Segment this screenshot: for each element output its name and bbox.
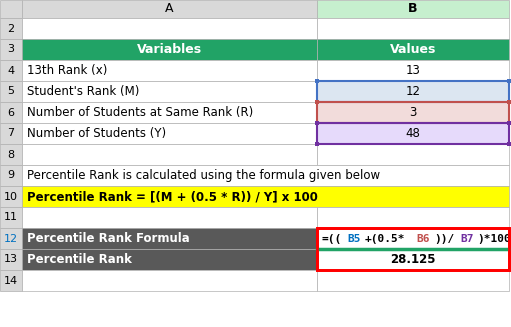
Bar	[0, 228, 22, 249]
Text: 2: 2	[8, 24, 14, 33]
Bar	[22, 144, 317, 165]
Bar	[317, 123, 509, 144]
Text: B6: B6	[417, 233, 430, 244]
Bar	[317, 228, 509, 270]
Bar	[22, 228, 317, 249]
Text: )*100: )*100	[478, 233, 511, 244]
Text: 5: 5	[8, 87, 14, 96]
Text: 10: 10	[4, 192, 18, 201]
Bar	[0, 39, 22, 60]
Bar	[22, 102, 317, 123]
Bar	[315, 121, 319, 125]
Bar	[22, 60, 317, 81]
Bar	[317, 123, 509, 144]
Text: 48: 48	[406, 127, 421, 140]
Bar	[317, 18, 509, 39]
Bar	[22, 165, 509, 186]
Text: B: B	[408, 3, 418, 15]
Text: 13: 13	[406, 64, 421, 77]
Bar	[0, 207, 22, 228]
Text: +(0.5*: +(0.5*	[364, 233, 405, 244]
Bar	[22, 249, 317, 270]
Text: 11: 11	[4, 213, 18, 222]
Bar	[22, 207, 317, 228]
Text: Percentile Rank Formula: Percentile Rank Formula	[27, 232, 190, 245]
Text: 6: 6	[8, 108, 14, 117]
Bar	[507, 121, 511, 125]
Text: Percentile Rank: Percentile Rank	[27, 253, 132, 266]
Text: Student's Rank (M): Student's Rank (M)	[27, 85, 140, 98]
Bar	[0, 186, 22, 207]
Text: 12: 12	[4, 233, 18, 244]
Bar	[22, 0, 317, 18]
Bar	[507, 100, 511, 104]
Bar	[315, 100, 319, 104]
Text: 7: 7	[8, 129, 14, 139]
Bar	[0, 0, 22, 18]
Text: 13: 13	[4, 254, 18, 265]
Bar	[0, 123, 22, 144]
Bar	[317, 249, 509, 270]
Bar	[317, 270, 509, 291]
Bar	[317, 0, 509, 18]
Text: B7: B7	[460, 233, 474, 244]
Text: 12: 12	[406, 85, 421, 98]
Bar	[315, 79, 319, 83]
Text: Values: Values	[390, 43, 436, 56]
Bar	[317, 102, 509, 123]
Bar	[317, 60, 509, 81]
Bar	[22, 123, 317, 144]
Text: 13th Rank (x): 13th Rank (x)	[27, 64, 107, 77]
Text: 3: 3	[8, 44, 14, 55]
Bar	[0, 102, 22, 123]
Bar	[507, 79, 511, 83]
Text: Percentile Rank is calculated using the formula given below: Percentile Rank is calculated using the …	[27, 169, 380, 182]
Bar	[22, 186, 509, 207]
Bar	[22, 81, 317, 102]
Bar	[507, 142, 511, 146]
Bar	[317, 228, 509, 249]
Bar	[22, 39, 317, 60]
Bar	[507, 100, 511, 104]
Bar	[22, 270, 317, 291]
Text: Number of Students at Same Rank (R): Number of Students at Same Rank (R)	[27, 106, 253, 119]
Text: 8: 8	[8, 149, 14, 160]
Text: Percentile Rank = [(M + (0.5 * R)) / Y] x 100: Percentile Rank = [(M + (0.5 * R)) / Y] …	[27, 190, 318, 203]
Bar	[0, 165, 22, 186]
Bar	[315, 142, 319, 146]
Text: Variables: Variables	[137, 43, 202, 56]
Bar	[317, 81, 509, 102]
Text: 9: 9	[8, 170, 14, 181]
Bar	[0, 60, 22, 81]
Bar	[317, 81, 509, 102]
Bar	[317, 102, 509, 123]
Text: =((: =((	[321, 233, 341, 244]
Bar	[0, 144, 22, 165]
Bar	[0, 249, 22, 270]
Bar	[0, 270, 22, 291]
Text: 28.125: 28.125	[390, 253, 436, 266]
Bar	[315, 100, 319, 104]
Text: A: A	[165, 3, 174, 15]
Bar	[0, 18, 22, 39]
Bar	[22, 18, 317, 39]
Bar	[317, 39, 509, 60]
Text: 3: 3	[409, 106, 416, 119]
Text: 4: 4	[8, 65, 14, 76]
Text: B5: B5	[347, 233, 361, 244]
Bar	[315, 121, 319, 125]
Bar	[317, 207, 509, 228]
Bar	[0, 81, 22, 102]
Bar	[507, 121, 511, 125]
Text: ))/: ))/	[434, 233, 454, 244]
Bar	[317, 144, 509, 165]
Text: Number of Students (Y): Number of Students (Y)	[27, 127, 166, 140]
Text: 14: 14	[4, 276, 18, 285]
